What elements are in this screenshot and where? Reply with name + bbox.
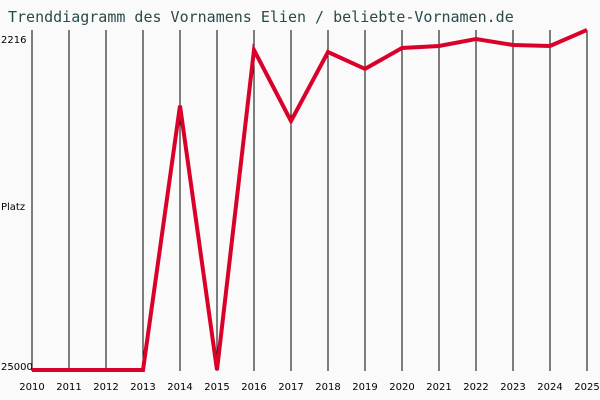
x-tick-label: 2020 bbox=[389, 382, 415, 393]
y-tick-bottom: 25000 bbox=[1, 362, 33, 373]
x-tick-label: 2025 bbox=[574, 382, 600, 393]
trend-line bbox=[32, 28, 588, 372]
x-tick-label: 2013 bbox=[130, 382, 156, 393]
x-tick-label: 2010 bbox=[19, 382, 45, 393]
x-tick-label: 2012 bbox=[93, 382, 119, 393]
x-tick-label: 2023 bbox=[500, 382, 526, 393]
x-tick-label: 2014 bbox=[167, 382, 193, 393]
x-tick-label: 2024 bbox=[537, 382, 563, 393]
x-tick-label: 2019 bbox=[352, 382, 378, 393]
x-tick-label: 2018 bbox=[315, 382, 341, 393]
x-tick-label: 2017 bbox=[278, 382, 304, 393]
x-tick-label: 2011 bbox=[56, 382, 82, 393]
y-tick-top: 2216 bbox=[1, 35, 27, 46]
y-axis-title: Platz bbox=[1, 202, 26, 213]
x-tick-label: 2016 bbox=[241, 382, 267, 393]
x-tick-label: 2021 bbox=[426, 382, 452, 393]
x-tick-label: 2015 bbox=[204, 382, 230, 393]
x-tick-label: 2022 bbox=[463, 382, 489, 393]
chart-title: Trenddiagramm des Vornamens Elien / beli… bbox=[8, 8, 514, 26]
